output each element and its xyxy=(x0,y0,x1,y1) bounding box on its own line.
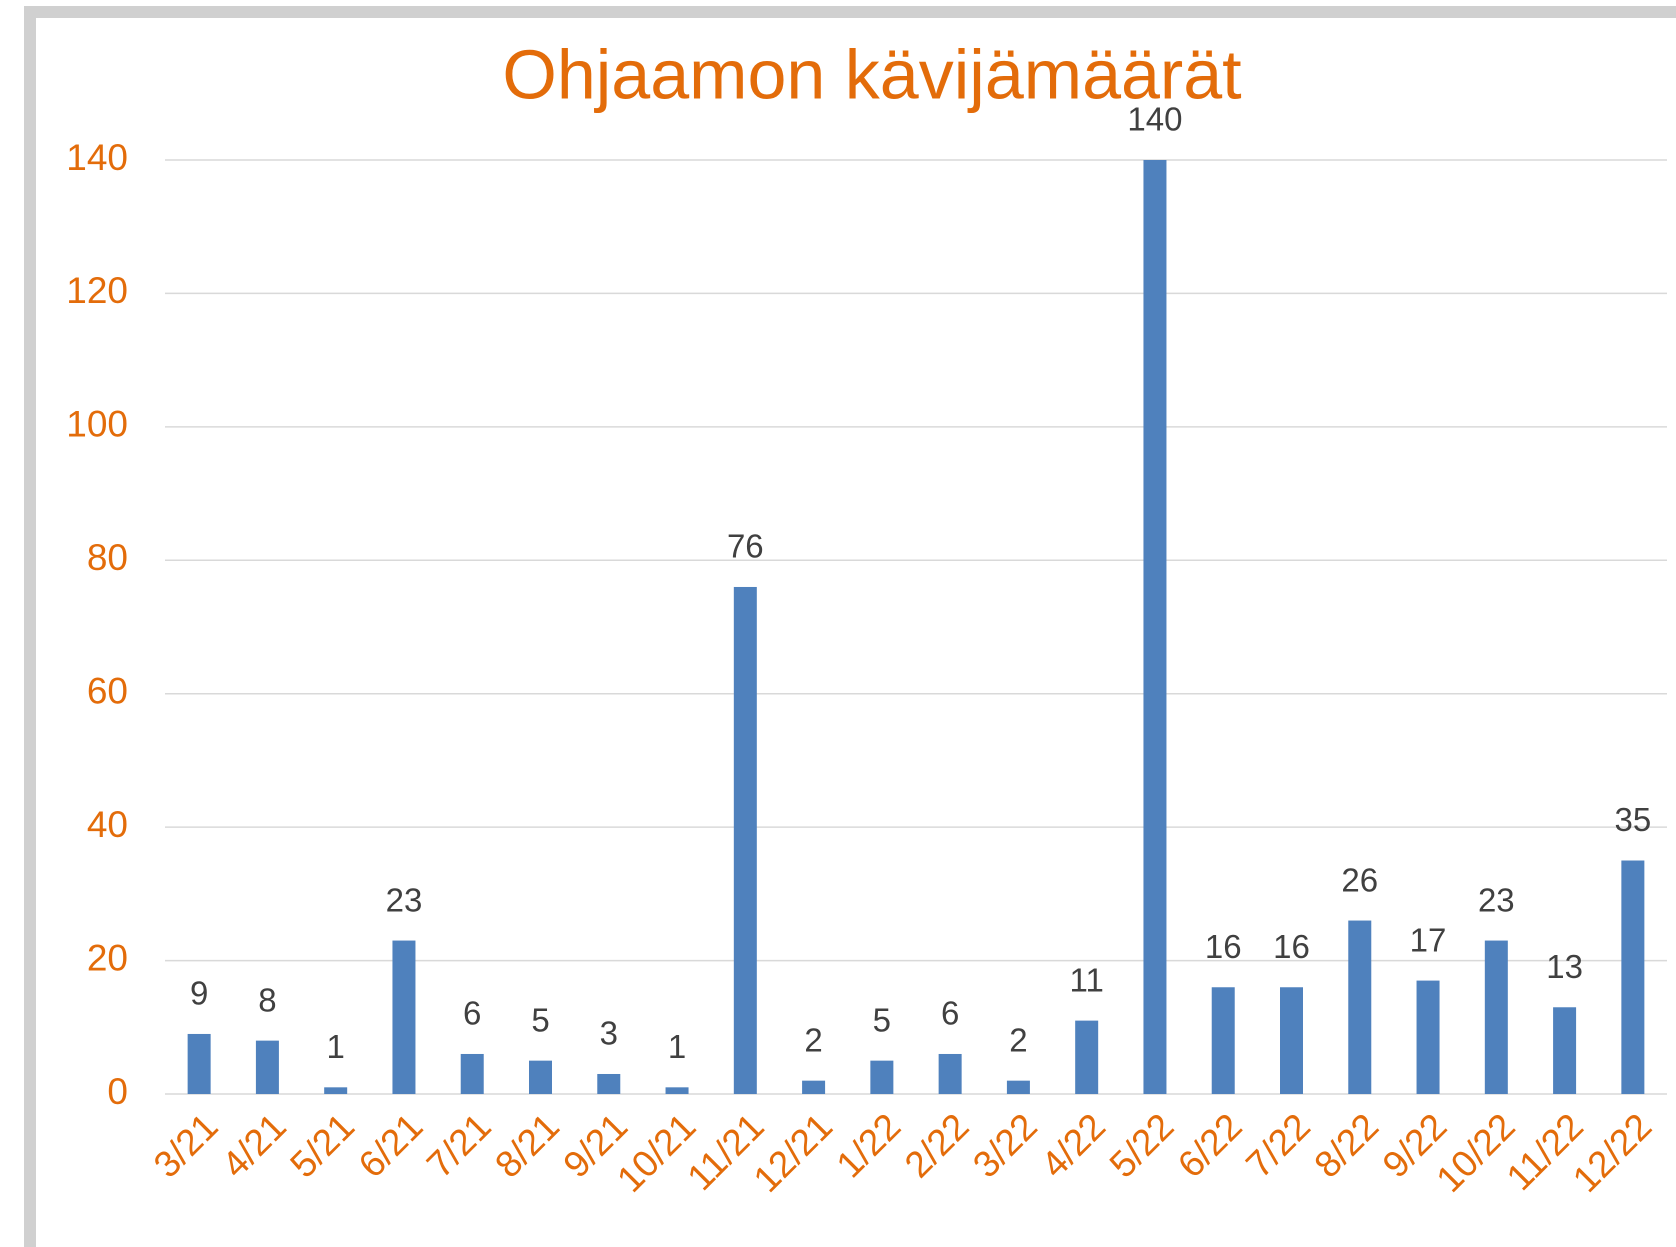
data-label: 1 xyxy=(327,1028,345,1065)
bar xyxy=(1484,940,1508,1094)
y-tick-label: 80 xyxy=(87,537,128,578)
y-tick-label: 100 xyxy=(66,404,128,445)
y-tick-label: 0 xyxy=(107,1071,128,1112)
data-label: 8 xyxy=(258,981,276,1018)
y-tick-label: 120 xyxy=(66,270,128,311)
bar xyxy=(1143,160,1167,1094)
data-label: 1 xyxy=(668,1028,686,1065)
frame xyxy=(24,6,1676,1247)
bar xyxy=(597,1073,621,1094)
bar xyxy=(1075,1020,1099,1094)
data-label: 9 xyxy=(190,975,208,1012)
bar xyxy=(870,1060,894,1094)
data-label: 26 xyxy=(1341,861,1378,898)
bar xyxy=(733,586,757,1094)
data-label: 35 xyxy=(1615,801,1652,838)
data-label: 11 xyxy=(1070,961,1104,998)
y-tick-label: 140 xyxy=(66,137,128,178)
bar xyxy=(1416,980,1440,1094)
data-label: 5 xyxy=(531,1001,549,1038)
bar xyxy=(938,1053,962,1094)
data-label: 6 xyxy=(463,995,481,1032)
bar xyxy=(1211,987,1235,1094)
data-label: 16 xyxy=(1273,928,1310,965)
data-label: 17 xyxy=(1410,921,1447,958)
bar xyxy=(460,1053,484,1094)
bar xyxy=(802,1080,826,1094)
data-label: 140 xyxy=(1127,101,1182,138)
data-label: 13 xyxy=(1546,948,1583,985)
bar xyxy=(255,1040,279,1094)
bar xyxy=(1621,860,1645,1094)
data-label: 23 xyxy=(1478,881,1515,918)
bar xyxy=(1006,1080,1030,1094)
y-tick-label: 20 xyxy=(87,937,128,978)
data-label: 16 xyxy=(1205,928,1242,965)
chart-title: Ohjaamon kävijämäärät xyxy=(502,35,1241,113)
data-label: 3 xyxy=(600,1015,618,1052)
data-label: 23 xyxy=(386,881,423,918)
data-label: 6 xyxy=(941,995,959,1032)
bar xyxy=(529,1060,552,1094)
data-label: 5 xyxy=(873,1001,891,1038)
y-tick-label: 40 xyxy=(87,804,128,845)
bar xyxy=(1553,1007,1577,1094)
bar xyxy=(1348,920,1372,1094)
bar xyxy=(1280,987,1303,1094)
data-label: 76 xyxy=(727,528,764,565)
y-tick-label: 60 xyxy=(87,670,128,711)
data-label: 2 xyxy=(804,1021,822,1058)
data-label: 2 xyxy=(1009,1021,1027,1058)
bar xyxy=(324,1087,348,1094)
bar xyxy=(392,940,416,1094)
bar xyxy=(665,1087,689,1094)
bar xyxy=(187,1033,211,1094)
